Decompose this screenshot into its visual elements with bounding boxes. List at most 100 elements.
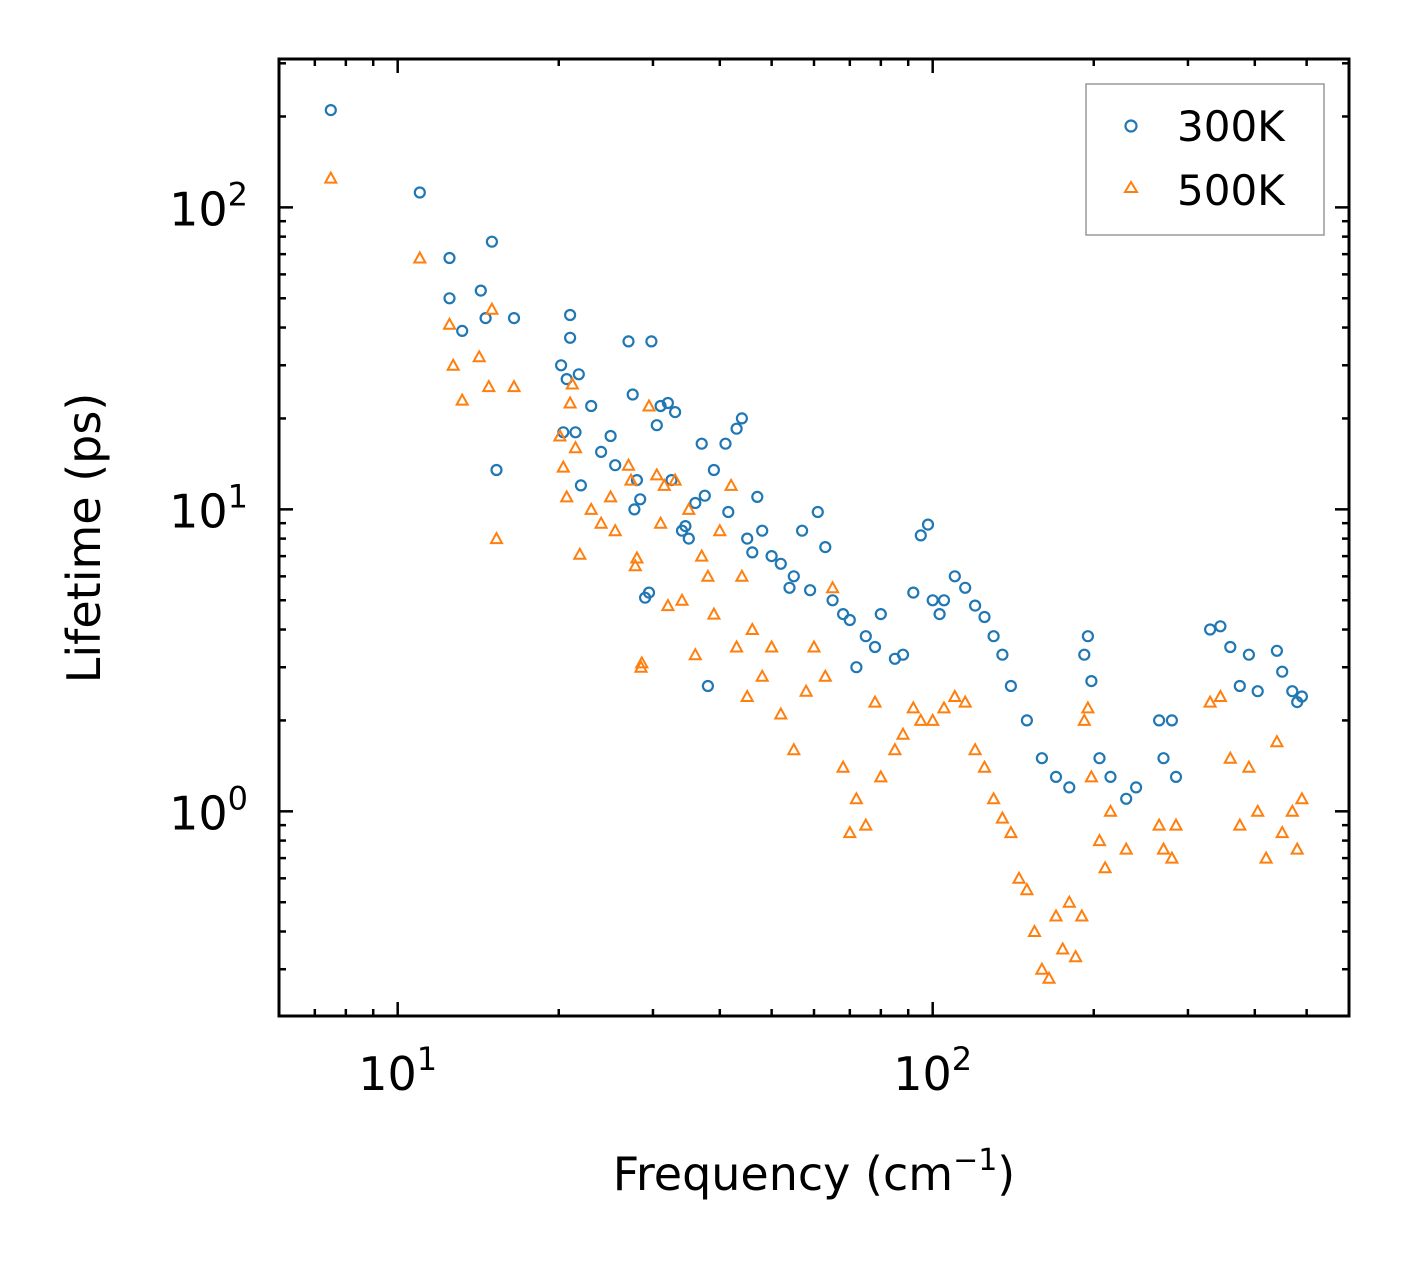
legend-marker-500k bbox=[1123, 180, 1139, 193]
point-300k bbox=[914, 529, 927, 542]
point-300k bbox=[1251, 685, 1264, 698]
x-axis-label: Frequency (cm−1) bbox=[613, 1143, 1016, 1201]
point-500k bbox=[455, 392, 470, 406]
point-500k bbox=[623, 472, 639, 486]
point-500k bbox=[873, 769, 888, 783]
point-500k bbox=[1223, 750, 1238, 764]
point-300k bbox=[859, 630, 872, 643]
point-300k bbox=[554, 359, 568, 372]
point-300k bbox=[456, 324, 469, 337]
legend-marker-300k bbox=[1124, 119, 1138, 133]
point-500k bbox=[1011, 870, 1027, 884]
point-500k bbox=[1232, 817, 1247, 831]
point-500k bbox=[565, 376, 580, 390]
point-500k bbox=[1156, 841, 1171, 855]
point-300k bbox=[1085, 674, 1098, 688]
point-300k bbox=[719, 437, 732, 450]
point-300k bbox=[1270, 644, 1284, 657]
point-500k bbox=[1294, 791, 1310, 805]
point-500k bbox=[1119, 841, 1134, 855]
point-500k bbox=[1213, 688, 1228, 702]
point-500k bbox=[1250, 803, 1265, 817]
point-500k bbox=[694, 548, 709, 562]
legend-box bbox=[1085, 83, 1325, 236]
point-300k bbox=[756, 524, 769, 537]
point-300k bbox=[572, 368, 585, 381]
point-500k bbox=[958, 694, 973, 708]
point-300k bbox=[701, 679, 715, 693]
point-500k bbox=[1074, 908, 1089, 922]
point-500k bbox=[1258, 850, 1274, 864]
point-500k bbox=[700, 568, 716, 582]
point-500k bbox=[1202, 694, 1218, 708]
point-300k bbox=[735, 412, 749, 425]
point-300k bbox=[896, 648, 910, 661]
point-300k bbox=[585, 399, 598, 413]
point-500k bbox=[755, 668, 770, 682]
point-500k bbox=[481, 379, 496, 393]
point-500k bbox=[1034, 961, 1050, 975]
point-500k bbox=[995, 810, 1010, 824]
point-500k bbox=[842, 825, 857, 839]
point-300k bbox=[921, 518, 935, 531]
point-500k bbox=[1080, 700, 1096, 714]
point-300k bbox=[668, 406, 682, 419]
series-300k-points bbox=[324, 103, 1309, 805]
point-300k bbox=[868, 640, 882, 654]
point-500k bbox=[1055, 941, 1070, 955]
point-300k bbox=[1169, 770, 1183, 784]
point-500k bbox=[1068, 949, 1083, 963]
point-500k bbox=[674, 592, 690, 606]
point-500k bbox=[745, 621, 760, 635]
point-500k bbox=[734, 568, 750, 582]
point-300k bbox=[707, 463, 721, 477]
point-300k bbox=[645, 335, 658, 348]
point-300k bbox=[324, 103, 337, 117]
point-500k bbox=[867, 694, 883, 708]
point-300k bbox=[563, 331, 577, 344]
point-300k bbox=[811, 505, 824, 519]
point-500k bbox=[559, 489, 574, 503]
point-300k bbox=[474, 284, 487, 297]
point-500k bbox=[506, 379, 522, 393]
point-300k bbox=[507, 312, 521, 325]
point-300k bbox=[1286, 685, 1299, 698]
point-300k bbox=[1049, 770, 1063, 784]
point-500k bbox=[552, 428, 568, 442]
point-500k bbox=[1077, 712, 1092, 726]
point-500k bbox=[667, 472, 683, 486]
legend: 300K 500K bbox=[1085, 83, 1325, 236]
point-500k bbox=[1241, 759, 1257, 773]
point-500k bbox=[1103, 803, 1118, 817]
point-500k bbox=[621, 457, 636, 471]
point-500k bbox=[629, 550, 645, 564]
point-300k bbox=[1129, 781, 1143, 794]
point-500k bbox=[798, 683, 814, 697]
point-300k bbox=[1093, 752, 1106, 765]
point-500k bbox=[818, 668, 833, 682]
point-500k bbox=[740, 688, 755, 702]
point-500k bbox=[442, 316, 457, 330]
point-300k bbox=[634, 493, 647, 506]
point-300k bbox=[926, 594, 939, 607]
point-300k bbox=[850, 661, 863, 674]
point-300k bbox=[1242, 648, 1256, 661]
point-300k bbox=[722, 505, 735, 519]
point-300k bbox=[874, 607, 887, 621]
point-500k bbox=[556, 459, 571, 473]
point-500k bbox=[764, 639, 779, 653]
point-300k bbox=[1276, 665, 1289, 678]
point-500k bbox=[706, 606, 722, 620]
point-300k bbox=[569, 426, 582, 439]
point-500k bbox=[947, 688, 962, 702]
point-300k bbox=[1157, 752, 1170, 765]
point-500k bbox=[967, 742, 983, 756]
point-300k bbox=[1120, 792, 1133, 805]
y-tick-label: 102 bbox=[169, 175, 248, 236]
point-500k bbox=[649, 467, 664, 481]
point-300k bbox=[907, 586, 920, 599]
point-300k bbox=[959, 581, 972, 594]
point-300k bbox=[574, 479, 588, 492]
point-300k bbox=[661, 396, 675, 410]
point-300k bbox=[485, 235, 498, 248]
